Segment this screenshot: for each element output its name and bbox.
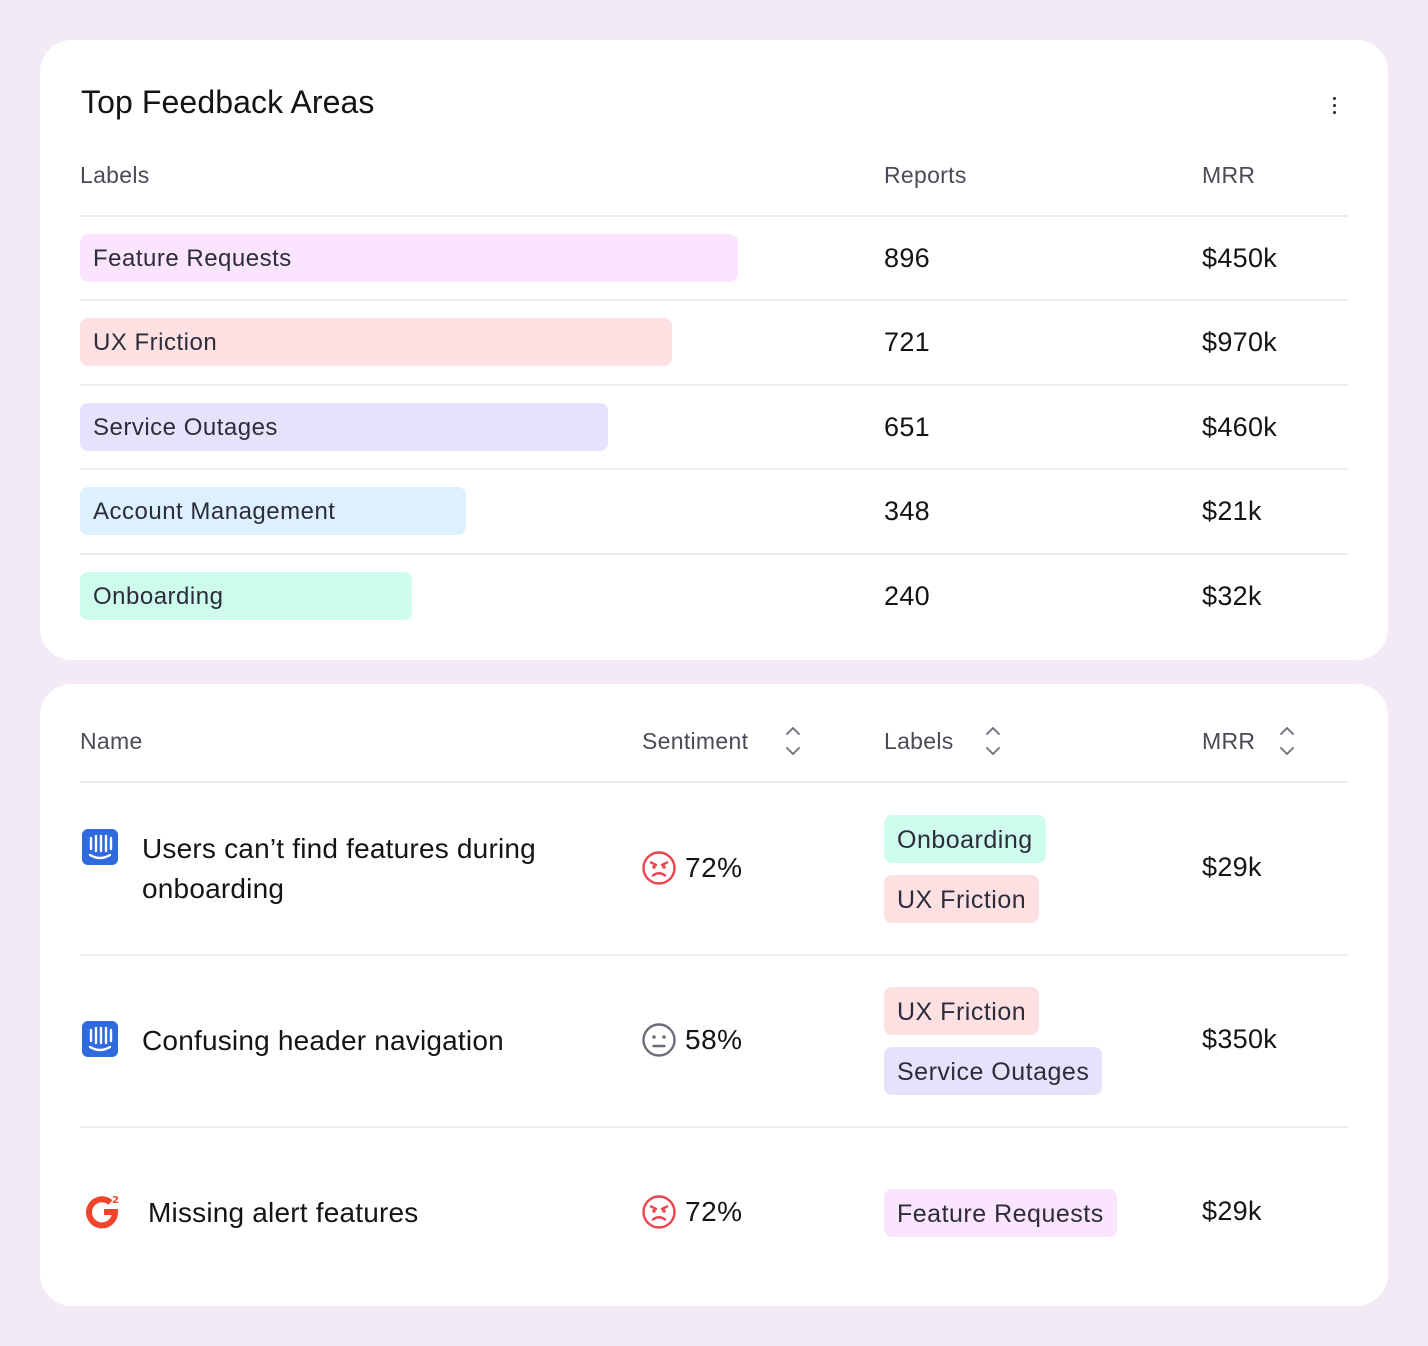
intercom-icon [82, 829, 118, 865]
angry-face-icon [642, 1195, 676, 1229]
column-header-name: Name [80, 728, 143, 754]
column-header-sentiment: Sentiment [642, 728, 749, 754]
label-chip-ux-friction[interactable]: UX Friction [884, 987, 1040, 1035]
column-header-reports: Reports [884, 162, 967, 188]
account-management-bar[interactable]: Account Management [80, 487, 466, 535]
angry-face-icon [642, 851, 676, 885]
row-divider [80, 299, 1348, 301]
g2-icon: 2 [86, 1195, 119, 1229]
card-title: Top Feedback Areas [81, 84, 375, 120]
intercom-icon [82, 1021, 118, 1057]
row-divider [80, 553, 1348, 555]
reports-value: 348 [884, 496, 930, 526]
column-header-labels: Labels [884, 728, 954, 754]
mrr-value: $21k [1202, 496, 1262, 526]
ux-friction-bar[interactable]: UX Friction [80, 318, 672, 366]
column-header-labels: Labels [80, 162, 150, 188]
onboarding-bar[interactable]: Onboarding [80, 572, 412, 620]
mrr-value: $460k [1202, 412, 1278, 442]
feedback-item-title[interactable]: Confusing header navigation [142, 1025, 504, 1056]
label-chip-feature-requests[interactable]: Feature Requests [884, 1189, 1117, 1237]
feedback-item-title[interactable]: Users can’t find features during onboard… [142, 833, 536, 904]
neutral-face-icon [642, 1023, 676, 1057]
sentiment-value: 72% [641, 1194, 743, 1230]
row-divider [80, 1126, 1348, 1128]
sort-mrr-icon[interactable] [1278, 724, 1296, 758]
sentiment-value: 72% [641, 850, 743, 886]
sort-labels-icon[interactable] [984, 724, 1002, 758]
feedback-item-title[interactable]: Missing alert features [148, 1197, 419, 1228]
mrr-value: $32k [1202, 581, 1262, 611]
reports-value: 721 [884, 327, 930, 357]
label-chip-onboarding[interactable]: Onboarding [884, 815, 1046, 863]
column-header-mrr: MRR [1202, 728, 1256, 754]
row-divider [80, 468, 1348, 470]
row-divider [80, 954, 1348, 956]
column-header-mrr: MRR [1202, 162, 1256, 188]
top-feedback-areas-card: Top Feedback Areas Labels Reports MRR Fe… [40, 40, 1388, 660]
header-divider [80, 781, 1348, 783]
mrr-value: $29k [1202, 852, 1262, 882]
more-options-icon[interactable] [1322, 90, 1346, 120]
reports-value: 651 [884, 412, 930, 442]
service-outages-bar[interactable]: Service Outages [80, 403, 608, 451]
mrr-value: $350k [1202, 1024, 1278, 1054]
sentiment-value: 58% [641, 1022, 743, 1058]
header-divider [80, 215, 1348, 217]
label-chip-ux-friction[interactable]: UX Friction [884, 875, 1040, 923]
row-divider [80, 384, 1348, 386]
reports-value: 896 [884, 243, 930, 273]
svg-text:2: 2 [112, 1195, 119, 1206]
reports-value: 240 [884, 581, 930, 611]
mrr-value: $970k [1202, 327, 1278, 357]
mrr-value: $450k [1202, 243, 1278, 273]
sort-sentiment-icon[interactable] [784, 724, 802, 758]
feature-requests-bar[interactable]: Feature Requests [80, 234, 738, 282]
feedback-list-card: Name Sentiment Labels MRR Users can’t fi… [40, 684, 1388, 1306]
mrr-value: $29k [1202, 1196, 1262, 1226]
label-chip-service-outages[interactable]: Service Outages [884, 1047, 1103, 1095]
